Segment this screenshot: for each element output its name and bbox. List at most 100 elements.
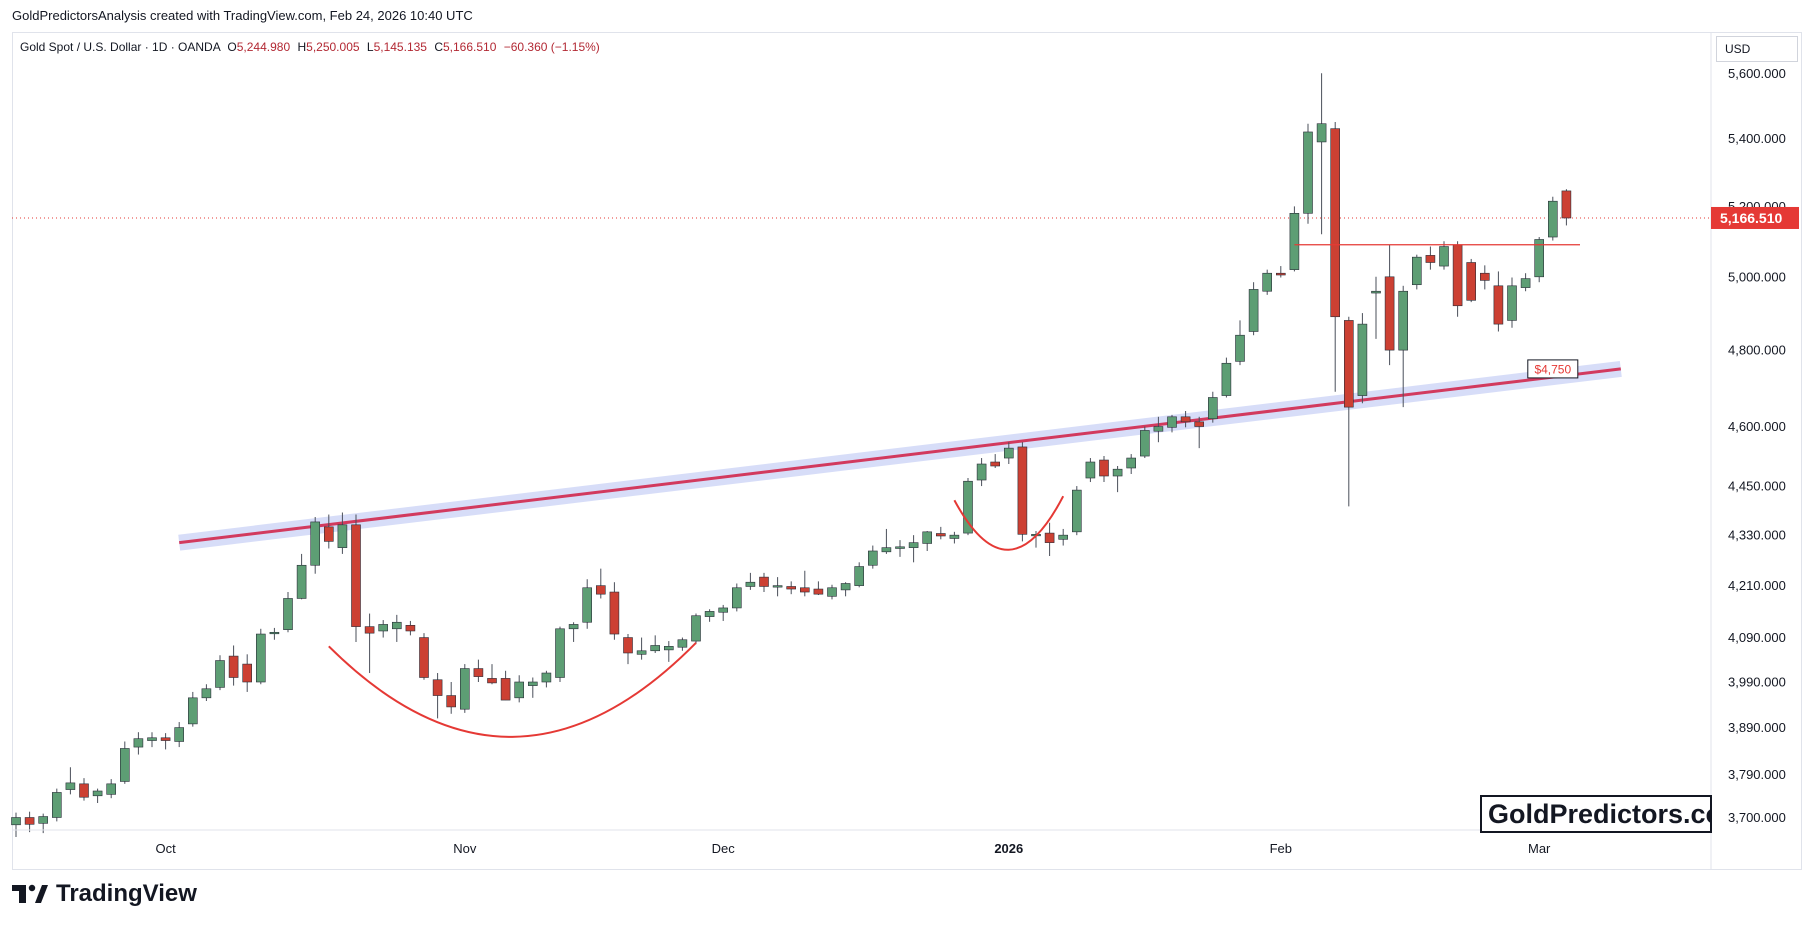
candle-up xyxy=(1289,206,1300,272)
currency-selector[interactable]: USD xyxy=(1716,36,1798,62)
candle-up xyxy=(1208,391,1218,423)
candle-up xyxy=(1534,237,1544,283)
candle-body xyxy=(922,531,933,544)
candle-body xyxy=(1085,461,1096,479)
candle-body xyxy=(840,583,851,591)
candle-up xyxy=(11,812,21,838)
candle-body xyxy=(364,626,375,634)
candle-up xyxy=(881,528,892,554)
candle-body xyxy=(1262,272,1272,292)
candle-body xyxy=(459,668,470,710)
y-tick-label: 5,000.000 xyxy=(1728,269,1786,284)
candle-body xyxy=(990,461,1001,467)
candle-body xyxy=(323,526,334,542)
tradingview-brand[interactable]: TradingView xyxy=(12,880,197,908)
candle-body xyxy=(1167,416,1177,428)
candle-body xyxy=(949,534,960,539)
trendline-price-label: $4,750 xyxy=(1527,359,1579,379)
trend-channel xyxy=(178,360,1622,551)
candle-body xyxy=(609,591,620,635)
candle-down xyxy=(1099,456,1109,483)
candle-up xyxy=(1221,357,1232,398)
price-label-box xyxy=(1527,359,1579,379)
candle-body xyxy=(92,790,103,797)
candle-body xyxy=(269,631,280,635)
candle-body xyxy=(1452,244,1463,307)
high-label: H xyxy=(297,40,307,54)
candle-body xyxy=(1180,416,1191,423)
y-tick-label: 5,600.000 xyxy=(1728,66,1786,81)
candle-up xyxy=(922,531,933,551)
candle-body xyxy=(963,480,973,534)
candle-down xyxy=(351,514,361,642)
candle-body xyxy=(1371,290,1381,294)
candle-up xyxy=(1262,269,1272,295)
x-tick-label: Mar xyxy=(1528,841,1551,856)
candle-body xyxy=(677,639,688,648)
candle-up xyxy=(391,614,402,642)
candle-up xyxy=(133,732,144,755)
y-tick-label: 4,090.000 xyxy=(1728,630,1786,645)
candle-body xyxy=(378,624,389,632)
rounding-bottom-2-arc xyxy=(953,495,1065,551)
candle-up xyxy=(827,584,837,600)
candle-body xyxy=(827,587,837,597)
candle-down xyxy=(1480,265,1490,290)
chart-header: GoldPredictorsAnalysis created with Trad… xyxy=(12,8,473,23)
chart-frame xyxy=(12,32,1802,870)
y-tick-label: 3,990.000 xyxy=(1728,674,1786,689)
candle-body xyxy=(854,566,865,586)
candle-body xyxy=(310,521,321,566)
candle-body xyxy=(1330,128,1340,318)
candle-body xyxy=(419,637,429,678)
candle-up xyxy=(337,512,348,554)
support-trendline xyxy=(179,367,1621,545)
candle-up xyxy=(1507,277,1517,328)
last-price-tag[interactable]: 5,166.510 xyxy=(1711,206,1799,229)
candle-down xyxy=(323,514,334,549)
candle-down xyxy=(419,633,429,680)
time-axis[interactable]: Oct Nov Dec 2026 Feb Mar xyxy=(12,829,1711,856)
candle-body xyxy=(487,678,497,684)
candle-down xyxy=(1466,258,1476,303)
price-chart[interactable]: $4,750 3,700.000 3,790.000 3,890.000 3,990.… xyxy=(0,0,1814,870)
candle-body xyxy=(704,611,715,617)
candle-body xyxy=(188,697,198,725)
candle-up xyxy=(147,732,157,748)
candle-down xyxy=(595,568,606,599)
candle-body xyxy=(650,645,661,652)
candle-up xyxy=(949,531,960,544)
x-tick-label: Oct xyxy=(155,841,176,856)
candle-up xyxy=(976,458,987,487)
price-axis[interactable]: 3,700.000 3,790.000 3,890.000 3,990.000 4,09… xyxy=(1710,32,1799,870)
candle-down xyxy=(1194,416,1204,449)
candle-body xyxy=(745,581,756,587)
candle-body xyxy=(1357,323,1368,396)
candle-body xyxy=(867,550,878,566)
candle-body xyxy=(133,738,144,748)
candle-up xyxy=(541,670,552,688)
candle-body xyxy=(1316,123,1327,143)
candle-body xyxy=(568,624,579,630)
candle-body xyxy=(1017,446,1028,535)
candle-up xyxy=(459,664,470,713)
last-price-tag-text: 5,166.510 xyxy=(1720,210,1782,226)
candle-down xyxy=(1384,244,1395,366)
candle-body xyxy=(79,783,89,798)
candle-body xyxy=(1276,272,1286,276)
candles xyxy=(11,73,1572,838)
candle-up xyxy=(1520,273,1531,292)
candle-up xyxy=(1357,313,1368,404)
candle-down xyxy=(446,681,457,714)
candle-body xyxy=(1398,290,1408,351)
candle-body xyxy=(215,660,225,688)
candle-down xyxy=(405,620,416,636)
candle-down xyxy=(79,778,89,801)
candle-body xyxy=(623,637,633,654)
candle-down xyxy=(500,670,511,701)
candle-body xyxy=(1044,532,1055,543)
candle-down xyxy=(1044,522,1055,557)
candle-up xyxy=(269,627,280,640)
candle-up xyxy=(65,767,76,795)
candle-up xyxy=(636,637,647,660)
